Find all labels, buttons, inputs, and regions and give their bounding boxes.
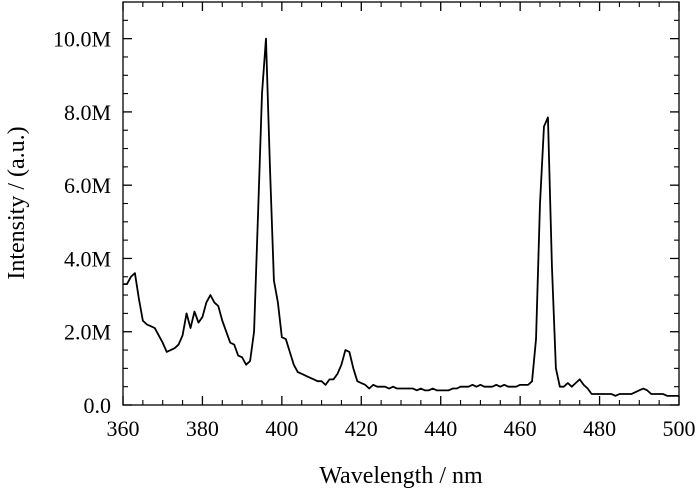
- plot-frame: [122, 1, 680, 406]
- x-tick-label: 360: [107, 416, 140, 441]
- y-tick-label: 2.0M: [64, 320, 111, 345]
- x-tick-labels: 360 380 400 420 440 460 480 500: [107, 416, 696, 441]
- major-ticks: [122, 2, 680, 406]
- y-tick-label: 4.0M: [64, 246, 111, 271]
- x-tick-label: 480: [583, 416, 616, 441]
- spectrum-line: [123, 37, 679, 397]
- y-tick-label: 10.0M: [53, 27, 111, 52]
- x-tick-label: 500: [663, 416, 696, 441]
- x-tick-label: 460: [504, 416, 537, 441]
- minor-ticks: [123, 2, 679, 405]
- y-tick-label: 0.0: [84, 393, 112, 418]
- x-axis-title: Wavelength / nm: [319, 463, 483, 489]
- y-axis-title: Intensity / (a.u.): [4, 126, 30, 279]
- x-tick-label: 400: [265, 416, 298, 441]
- x-tick-label: 420: [345, 416, 378, 441]
- y-tick-label: 8.0M: [64, 100, 111, 125]
- x-tick-label: 380: [186, 416, 219, 441]
- y-tick-label: 6.0M: [64, 173, 111, 198]
- y-tick-labels: 0.0 2.0M 4.0M 6.0M 8.0M 10.0M: [53, 27, 111, 418]
- x-tick-label: 440: [424, 416, 457, 441]
